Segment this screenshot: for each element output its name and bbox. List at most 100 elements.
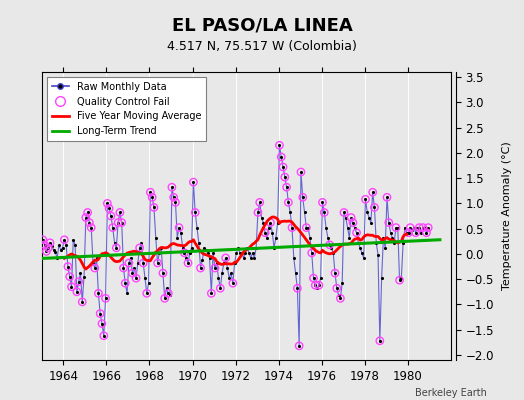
Point [397,275,406,281]
Point [376,338,384,344]
Point [207,290,215,296]
Point [377,275,386,281]
Point [91,265,99,271]
Point [73,288,81,295]
Point [135,245,144,251]
Point [179,245,187,251]
Point [112,245,121,251]
Point [333,285,341,292]
Point [55,242,63,248]
Point [288,224,296,231]
Point [134,260,142,266]
Point [370,204,379,211]
Point [150,204,158,211]
Point [180,250,189,256]
Point [277,154,286,160]
Text: Berkeley Earth: Berkeley Earth [416,388,487,398]
Point [395,277,403,283]
Point [157,245,166,251]
Point [379,234,388,241]
Point [74,278,83,285]
Point [126,255,135,261]
Point [388,234,397,241]
Point [151,234,160,241]
Point [225,275,233,281]
Point [309,275,318,281]
Point [406,224,414,231]
Point [243,245,252,251]
Point [325,242,334,248]
Point [383,194,391,200]
Point [395,277,403,283]
Point [401,224,409,231]
Point [338,280,346,286]
Legend: Raw Monthly Data, Quality Control Fail, Five Year Moving Average, Long-Term Tren: Raw Monthly Data, Quality Control Fail, … [47,77,206,141]
Point [94,290,103,296]
Point [297,169,305,175]
Point [340,209,348,216]
Point [352,230,361,236]
Point [261,230,269,236]
Point [284,199,292,206]
Point [223,265,232,271]
Point [123,290,131,296]
Point [336,295,345,302]
Point [363,209,372,216]
Point [169,194,178,200]
Point [119,265,128,271]
Point [107,213,115,219]
Point [58,245,67,251]
Point [311,282,320,288]
Point [67,284,75,290]
Point [336,295,345,302]
Point [44,245,52,251]
Point [302,224,311,231]
Point [402,230,411,236]
Point [222,255,230,261]
Point [193,224,201,231]
Point [94,290,103,296]
Point [62,242,70,248]
Point [185,250,194,256]
Point [85,219,94,226]
Point [145,280,153,286]
Point [322,224,330,231]
Point [254,209,262,216]
Point [100,332,108,339]
Point [300,209,309,216]
Point [160,295,169,302]
Point [40,242,49,248]
Point [101,295,110,302]
Point [305,234,314,241]
Point [87,224,95,231]
Point [82,214,90,221]
Point [408,226,416,233]
Point [100,332,108,339]
Point [89,260,97,266]
Point [182,255,190,261]
Point [146,189,155,196]
Point [60,236,69,243]
Point [420,224,429,231]
Point [171,199,180,206]
Point [232,250,241,256]
Point [256,199,264,206]
Point [250,255,258,261]
Point [277,154,286,160]
Point [74,278,83,285]
Point [39,236,47,243]
Point [216,285,224,292]
Point [304,224,312,231]
Point [169,194,178,200]
Point [368,189,377,196]
Point [415,224,423,231]
Point [279,164,287,170]
Text: 4.517 N, 75.517 W (Colombia): 4.517 N, 75.517 W (Colombia) [167,40,357,53]
Point [148,194,156,200]
Point [137,240,146,246]
Point [311,282,320,288]
Point [51,249,60,256]
Point [274,219,282,226]
Point [168,184,176,190]
Point [154,260,162,266]
